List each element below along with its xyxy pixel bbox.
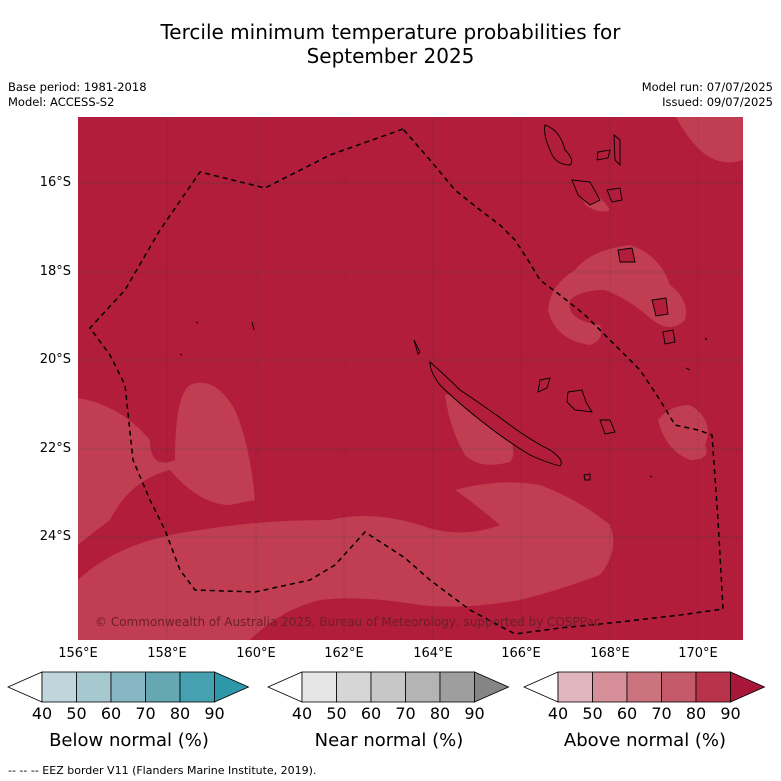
vanuatu-isle-a (596, 149, 611, 161)
gridlines (78, 117, 743, 640)
new-caledonia-tip (413, 339, 421, 355)
colorbar-below-max-arrow (214, 671, 250, 703)
lon-label-158e: 158°E (147, 646, 187, 661)
colorbar-below-segment (110, 671, 146, 703)
new-caledonia (429, 361, 562, 467)
vanuatu-tanna (651, 297, 669, 317)
colorbar-above-segment (557, 671, 593, 703)
landmasses (413, 124, 676, 481)
colorbar-near-min-arrow (267, 671, 303, 703)
lon-label-160e: 160°E (236, 646, 276, 661)
patch-south (78, 482, 614, 640)
colorbar-below-tick: 60 (100, 704, 122, 723)
vanuatu-malekula (571, 179, 601, 206)
colorbar-above-tick: 80 (685, 704, 707, 723)
lon-label-156e: 156°E (58, 646, 98, 661)
colorbar-title-near: Near normal (%) (314, 730, 464, 751)
colorbar-above-min-arrow (523, 671, 559, 703)
colorbar-above (523, 671, 766, 703)
colorbar-below-segment (41, 671, 77, 703)
loyalty-isle-1 (537, 377, 551, 393)
lon-label-168e: 168°E (590, 646, 630, 661)
vanuatu-efate (606, 187, 623, 203)
colorbar-above-segment (626, 671, 662, 703)
colorbar-near-segment (370, 671, 406, 703)
colorbar-near-tick: 50 (326, 704, 347, 723)
colorbar-near-segment (405, 671, 441, 703)
meta-right: Model run: 07/07/2025 Issued: 09/07/2025 (642, 80, 773, 110)
colorbar-near-max-arrow (474, 671, 510, 703)
colorbar-near (267, 671, 510, 703)
model-run: Model run: 07/07/2025 (641, 80, 773, 94)
colorbar-near-tick: 60 (360, 704, 382, 723)
lat-label-18s: 18°S (39, 264, 71, 279)
title-line-2: September 2025 (306, 44, 475, 68)
copyright-text: © Commonwealth of Australia 2025, Bureau… (95, 615, 600, 629)
colorbar-below-segment (76, 671, 112, 703)
colorbar-near-tick: 80 (429, 704, 451, 723)
lon-label-170e: 170°E (678, 646, 718, 661)
patch-east (548, 245, 686, 345)
colorbar-near-segment (301, 671, 337, 703)
colorbar-near-tick: 40 (291, 704, 313, 723)
lat-label-22s: 22°S (39, 441, 71, 456)
colorbar-below-segment (145, 671, 181, 703)
colorbar-below-tick: 50 (66, 704, 87, 723)
loyalty-isle-3 (599, 419, 616, 435)
patch-top-right (676, 117, 743, 163)
title-line-1: Tercile minimum temperature probabilitie… (160, 20, 621, 44)
colorbar-title-below: Below normal (%) (49, 730, 209, 751)
colorbar-near-tick: 70 (395, 704, 416, 723)
colorbar-below-tick: 90 (204, 704, 225, 723)
lat-label-24s: 24°S (39, 529, 71, 544)
colorbar-near-segment (439, 671, 475, 703)
colorbar-above-tick: 50 (582, 704, 603, 723)
colorbar-below-segment (179, 671, 215, 703)
colorbar-title-above: Above normal (%) (563, 730, 727, 751)
colorbar-below (7, 671, 250, 703)
colorbar-above-segment (592, 671, 628, 703)
colorbar-above-tick: 90 (720, 704, 741, 723)
colorbar-below-tick: 80 (169, 704, 191, 723)
loyalty-isle-2 (566, 389, 593, 413)
colorbar-above-max-arrow (730, 671, 766, 703)
vanuatu-erromango (617, 247, 636, 263)
lat-label-16s: 16°S (39, 175, 71, 190)
base-period: Base period: 1981-2018 (8, 80, 147, 94)
colorbar-below-tick: 40 (31, 704, 53, 723)
patch-center (445, 394, 514, 465)
colorbar-above-tick: 60 (616, 704, 638, 723)
colorbar-above-tick: 70 (651, 704, 672, 723)
colorbar-above-segment (695, 671, 731, 703)
vanuatu-espiritu-santo (544, 124, 573, 166)
issued-date: Issued: 09/07/2025 (662, 95, 773, 109)
lon-label-164e: 164°E (413, 646, 453, 661)
lon-label-166e: 166°E (501, 646, 541, 661)
east-islet (662, 329, 676, 345)
meta-left: Base period: 1981-2018 Model: ACCESS-S2 (8, 80, 147, 110)
colorbar-above-segment (661, 671, 697, 703)
patch-left-lower (78, 382, 255, 545)
small-islets (179, 321, 708, 478)
colorbar-near-tick: 90 (464, 704, 485, 723)
colorbar-below-tick: 70 (135, 704, 156, 723)
colorbar-near-segment (336, 671, 372, 703)
model-name: Model: ACCESS-S2 (8, 95, 115, 109)
eez-border (89, 128, 724, 635)
eez-legend-note: -- -- -- EEZ border V11 (Flanders Marine… (8, 764, 317, 777)
lon-label-162e: 162°E (324, 646, 364, 661)
vanuatu-isle-b (613, 134, 621, 167)
map-title: Tercile minimum temperature probabilitie… (0, 20, 781, 68)
lat-label-20s: 20°S (39, 352, 71, 367)
isle-of-pines (583, 473, 591, 481)
colorbar-above-tick: 40 (547, 704, 569, 723)
colorbar-below-min-arrow (7, 671, 43, 703)
